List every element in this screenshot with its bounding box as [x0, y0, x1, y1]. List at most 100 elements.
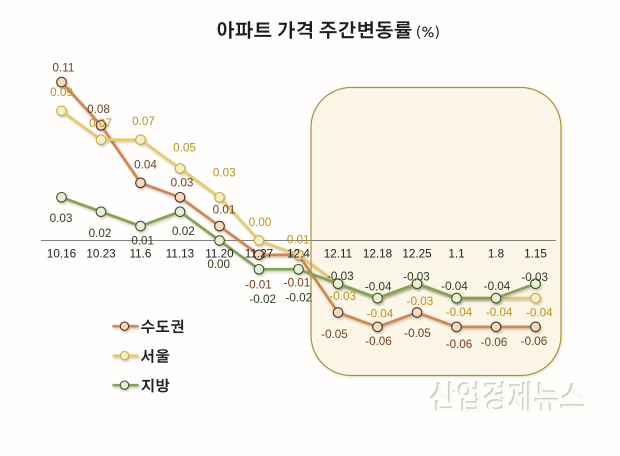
data-label: -0.04 — [446, 306, 473, 319]
x-tick-label: 12.11 — [324, 247, 352, 260]
chart-title-korean-glyphs — [217, 21, 412, 39]
data-point-marker — [530, 321, 541, 333]
data-label: -0.05 — [404, 327, 431, 340]
data-label: -0.03 — [327, 270, 354, 283]
legend-item-sudogwon — [141, 319, 184, 334]
highlight-region — [311, 87, 561, 376]
watermark — [429, 381, 586, 413]
data-label: 0.08 — [87, 103, 110, 116]
legend-label-sudogwon-glyphs — [141, 319, 184, 334]
x-tick-label: 1.8 — [488, 247, 504, 260]
data-point-marker — [293, 249, 304, 261]
legend-circle-sample — [119, 380, 130, 390]
data-label: -0.03 — [521, 271, 548, 284]
legend-circle-sample — [119, 321, 130, 331]
data-label: -0.03 — [403, 270, 430, 283]
data-point-marker — [174, 163, 186, 174]
chart-title — [217, 21, 439, 39]
data-label: -0.06 — [365, 335, 392, 348]
data-point-marker — [293, 263, 304, 275]
data-point-marker — [56, 105, 67, 117]
data-point-marker — [95, 119, 107, 131]
data-label: -0.04 — [484, 280, 511, 293]
data-point-marker — [332, 307, 344, 318]
data-point-marker — [95, 134, 107, 146]
x-tick-label: 11.6 — [130, 247, 152, 260]
data-point-marker — [411, 307, 423, 318]
x-tick-label: 12.4 — [287, 247, 310, 260]
data-point-marker — [253, 249, 265, 261]
data-point-marker — [56, 76, 67, 88]
legend-label-seoul-glyphs — [140, 349, 170, 363]
highlight-region-border — [310, 86, 562, 377]
legend-markers — [112, 321, 139, 390]
series-layer — [56, 76, 541, 333]
data-labels-series-1: 0.11 0.08 0.04 0.03 0.01 -0.01 -0.01 -0.05 -0.06… — [53, 61, 548, 351]
data-label: -0.06 — [481, 336, 508, 349]
legend-label-jibang-glyphs — [141, 378, 170, 393]
data-point-marker — [490, 292, 502, 304]
legend-circle-sample — [119, 350, 130, 361]
legend — [112, 319, 184, 393]
data-labels-series-3: 0.03 0.02 0.01 0.02 0.00 -0.02 -0.02 -0.03 -0.04… — [50, 212, 548, 306]
data-point-marker — [451, 292, 462, 304]
data-point-marker — [214, 220, 225, 232]
data-label: -0.04 — [441, 280, 468, 293]
x-tick-label: 10.16 — [47, 247, 76, 260]
data-point-marker — [332, 278, 344, 290]
legend-marker-1 — [112, 321, 139, 331]
data-label: -0.05 — [321, 328, 348, 341]
data-label: 0.09 — [50, 86, 73, 99]
data-point-marker — [372, 321, 383, 333]
data-point-marker — [253, 235, 265, 246]
data-label: -0.06 — [446, 338, 473, 351]
data-point-marker — [451, 321, 462, 333]
data-label: 0.00 — [207, 258, 230, 271]
data-point-marker — [214, 235, 225, 246]
watermark-text-glyphs — [431, 382, 586, 413]
x-tick-label: 11.20 — [205, 247, 234, 260]
data-label: -0.02 — [285, 292, 312, 305]
data-point-marker — [95, 206, 107, 218]
x-tick-label: 12.25 — [402, 247, 432, 260]
data-point-marker — [214, 191, 225, 203]
series-3 — [56, 191, 541, 304]
x-tick-label: 11.13 — [166, 247, 194, 260]
x-axis-tick-labels: 10.16 10.23 11.6 11.13 11.20 11.27 12.4 12.11 12… — [47, 247, 547, 260]
data-label: 0.01 — [213, 203, 236, 216]
data-label: 0.04 — [134, 159, 157, 172]
highlight-region-fill — [311, 87, 561, 376]
data-label: 0.07 — [132, 115, 155, 128]
data-label: -0.04 — [486, 306, 513, 319]
legend-marker-2 — [112, 350, 139, 361]
data-label: 0.07 — [89, 117, 112, 130]
data-point-marker — [56, 191, 67, 203]
data-point-marker — [530, 278, 541, 290]
data-label: 0.11 — [53, 61, 75, 74]
data-point-marker — [253, 263, 265, 275]
data-label: -0.04 — [367, 307, 394, 320]
highlight-region-outline — [310, 86, 562, 377]
data-label: -0.04 — [365, 280, 392, 293]
x-tick-label: 1.1 — [448, 247, 464, 260]
data-label: -0.03 — [329, 290, 356, 303]
data-label: -0.01 — [284, 277, 311, 290]
data-label: -0.03 — [407, 295, 434, 308]
data-labels-series-2: 0.09 0.07 0.07 0.05 0.03 0.00 0.01 -0.03 -0.04 -0… — [50, 86, 553, 320]
data-labels-layer: 0.11 0.08 0.04 0.03 0.01 -0.01 -0.01 -0.05 -0.06… — [50, 61, 553, 351]
data-point-marker — [174, 206, 186, 218]
data-point-marker — [411, 278, 423, 290]
data-point-marker — [372, 292, 383, 304]
data-label: 0.01 — [287, 234, 310, 247]
data-label: 0.02 — [89, 227, 112, 240]
x-tick-label: 1.15 — [524, 247, 547, 260]
x-tick-label: 10.23 — [86, 247, 115, 260]
data-label: 0.05 — [173, 142, 196, 155]
legend-marker-3 — [112, 380, 139, 390]
data-label: -0.06 — [521, 335, 548, 348]
data-label: 0.03 — [50, 212, 73, 225]
data-point-marker — [135, 134, 146, 146]
chart-title-unit-glyphs — [417, 25, 439, 39]
